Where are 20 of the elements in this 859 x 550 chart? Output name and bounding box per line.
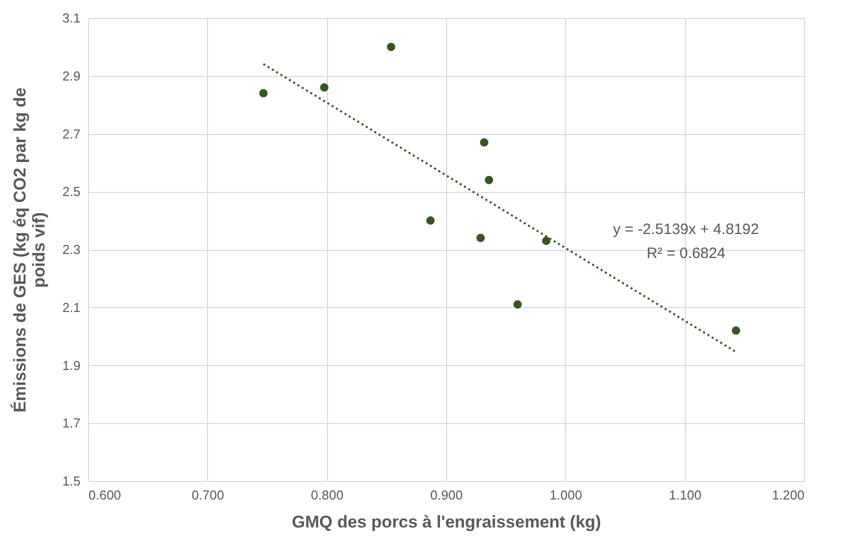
y-tick-label: 2.3 [62,242,80,257]
y-tick-label: 3.1 [62,10,80,26]
x-tick-label: 1.200 [772,488,804,502]
x-tick-label: 0.900 [430,488,463,502]
x-tick-label: 0.600 [88,488,122,502]
y-tick-label: 1.7 [62,416,80,431]
y-tick-label: 1.9 [62,358,80,373]
x-axis-title: GMQ des porcs à l'engraissement (kg) [292,512,602,532]
annotation: R² = 0.6824 [646,245,726,262]
x-tick-label: 0.700 [192,488,224,502]
y-tick-label: 2.9 [62,68,80,84]
y-tick-label: 2.5 [62,184,80,200]
annotation: y = -2.5139x + 4.8192 [613,221,759,238]
x-tick-label: 1.000 [550,488,582,502]
x-tick-label: 0.800 [310,488,344,502]
y-tick-label: 2.1 [62,300,80,315]
x-tick-label: 1.100 [668,488,702,502]
y-tick-label: 2.7 [62,126,80,142]
y-axis-title: Émissions de GES (kg éq CO2 par kg de poids vif) [9,88,48,412]
y-tick-label: 1.5 [62,474,80,488]
